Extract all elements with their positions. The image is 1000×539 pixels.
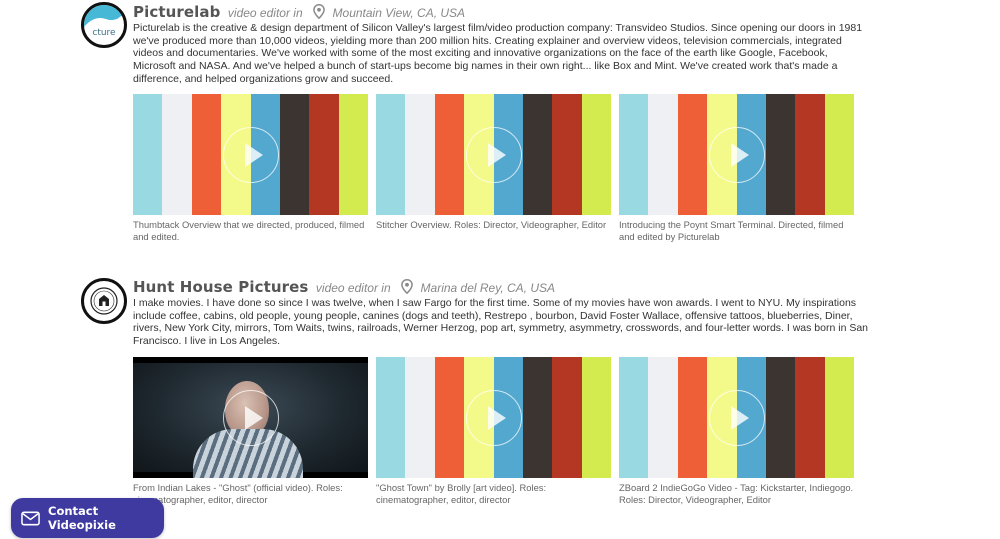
bio-text: I make movies. I have done so since I wa… <box>133 297 869 348</box>
bio-text: Picturelab is the creative & design depa… <box>133 22 863 85</box>
location-text: Mountain View, CA, USA <box>332 6 466 20</box>
thumbnail-color-bar <box>619 357 649 478</box>
thumbnail-color-bar <box>677 357 708 478</box>
thumbnail-color-bar <box>619 94 649 215</box>
video-thumbnail[interactable] <box>619 357 854 478</box>
play-icon[interactable] <box>465 126 522 183</box>
thumbnail-color-bar <box>677 94 708 215</box>
thumbnail-color-bar <box>162 94 192 215</box>
location-pin-icon <box>313 4 325 19</box>
video-card[interactable]: From Indian Lakes - "Ghost" (official vi… <box>133 357 368 506</box>
thumbnail-color-bar <box>279 94 310 215</box>
video-thumbnail[interactable] <box>376 357 611 478</box>
thumbnail-color-bar <box>765 94 796 215</box>
video-caption: Introducing the Poynt Smart Terminal. Di… <box>619 219 844 243</box>
video-caption: Thumbtack Overview that we directed, pro… <box>133 219 365 243</box>
location-pin-icon <box>401 279 413 294</box>
avatar[interactable] <box>81 278 127 324</box>
thumbnail-color-bar <box>795 94 825 215</box>
thumbnail-color-bar <box>434 94 465 215</box>
video-caption: ZBoard 2 IndieGoGo Video - Tag: Kickstar… <box>619 482 854 506</box>
location-text: Marina del Rey, CA, USA <box>420 281 556 295</box>
picturelab-logo-icon: cture <box>84 5 124 38</box>
thumbnail-color-bar <box>376 357 406 478</box>
thumbnail-color-bar <box>309 94 339 215</box>
thumbnail-color-bar <box>405 357 435 478</box>
play-icon[interactable] <box>465 389 522 446</box>
role-text: video editor in <box>315 281 391 295</box>
video-card[interactable]: Thumbtack Overview that we directed, pro… <box>133 94 368 243</box>
envelope-icon <box>21 511 40 525</box>
avatar[interactable]: cture <box>81 2 127 48</box>
play-icon[interactable] <box>708 126 765 183</box>
avatar-logo-text: cture <box>92 28 116 38</box>
thumbnail-color-bar <box>824 94 854 215</box>
thumbnail-color-bar <box>522 94 553 215</box>
listing-header: Picturelab video editor in Mountain View… <box>133 3 465 22</box>
thumbnail-color-bar <box>765 357 796 478</box>
video-thumbnail[interactable] <box>133 357 368 478</box>
video-card[interactable]: ZBoard 2 IndieGoGo Video - Tag: Kickstar… <box>619 357 854 506</box>
thumbnail-color-bar <box>376 94 406 215</box>
thumbnail-color-bar <box>434 357 465 478</box>
thumbnail-color-bar <box>338 94 368 215</box>
thumbnail-color-bar <box>648 357 678 478</box>
contact-videopixie-button[interactable]: Contact Videopixie <box>11 498 164 538</box>
thumbnail-color-bar <box>552 357 582 478</box>
video-caption: Stitcher Overview. Roles: Director, Vide… <box>376 219 607 230</box>
video-thumbnail[interactable] <box>619 94 854 215</box>
thumbnail-color-bar <box>552 94 582 215</box>
play-icon[interactable] <box>708 389 765 446</box>
thumbnail-color-bar <box>581 94 611 215</box>
listing-header: Hunt House Pictures video editor in Mari… <box>133 278 555 297</box>
video-thumbnail[interactable] <box>376 94 611 215</box>
video-caption: "Ghost Town" by Brolly [art video]. Role… <box>376 482 547 506</box>
video-card[interactable]: "Ghost Town" by Brolly [art video]. Role… <box>376 357 611 506</box>
thumbnail-color-bar <box>824 357 854 478</box>
play-icon[interactable] <box>222 389 279 446</box>
thumbnail-color-bar <box>191 94 222 215</box>
thumbnail-color-bar <box>581 357 611 478</box>
thumbnail-color-bar <box>648 94 678 215</box>
play-icon[interactable] <box>222 126 279 183</box>
thumbnail-color-bar <box>133 94 163 215</box>
thumbnail-color-bar <box>522 357 553 478</box>
video-thumbnail[interactable] <box>133 94 368 215</box>
company-name[interactable]: Picturelab <box>133 3 221 21</box>
company-name[interactable]: Hunt House Pictures <box>133 278 309 296</box>
role-text: video editor in <box>227 6 303 20</box>
thumbnail-color-bar <box>795 357 825 478</box>
thumbnail-color-bar <box>405 94 435 215</box>
video-caption: From Indian Lakes - "Ghost" (official vi… <box>133 482 343 506</box>
video-card[interactable]: Stitcher Overview. Roles: Director, Vide… <box>376 94 611 231</box>
video-card[interactable]: Introducing the Poynt Smart Terminal. Di… <box>619 94 854 243</box>
hunt-house-logo-icon <box>90 287 118 315</box>
contact-button-label: Contact Videopixie <box>48 504 116 532</box>
